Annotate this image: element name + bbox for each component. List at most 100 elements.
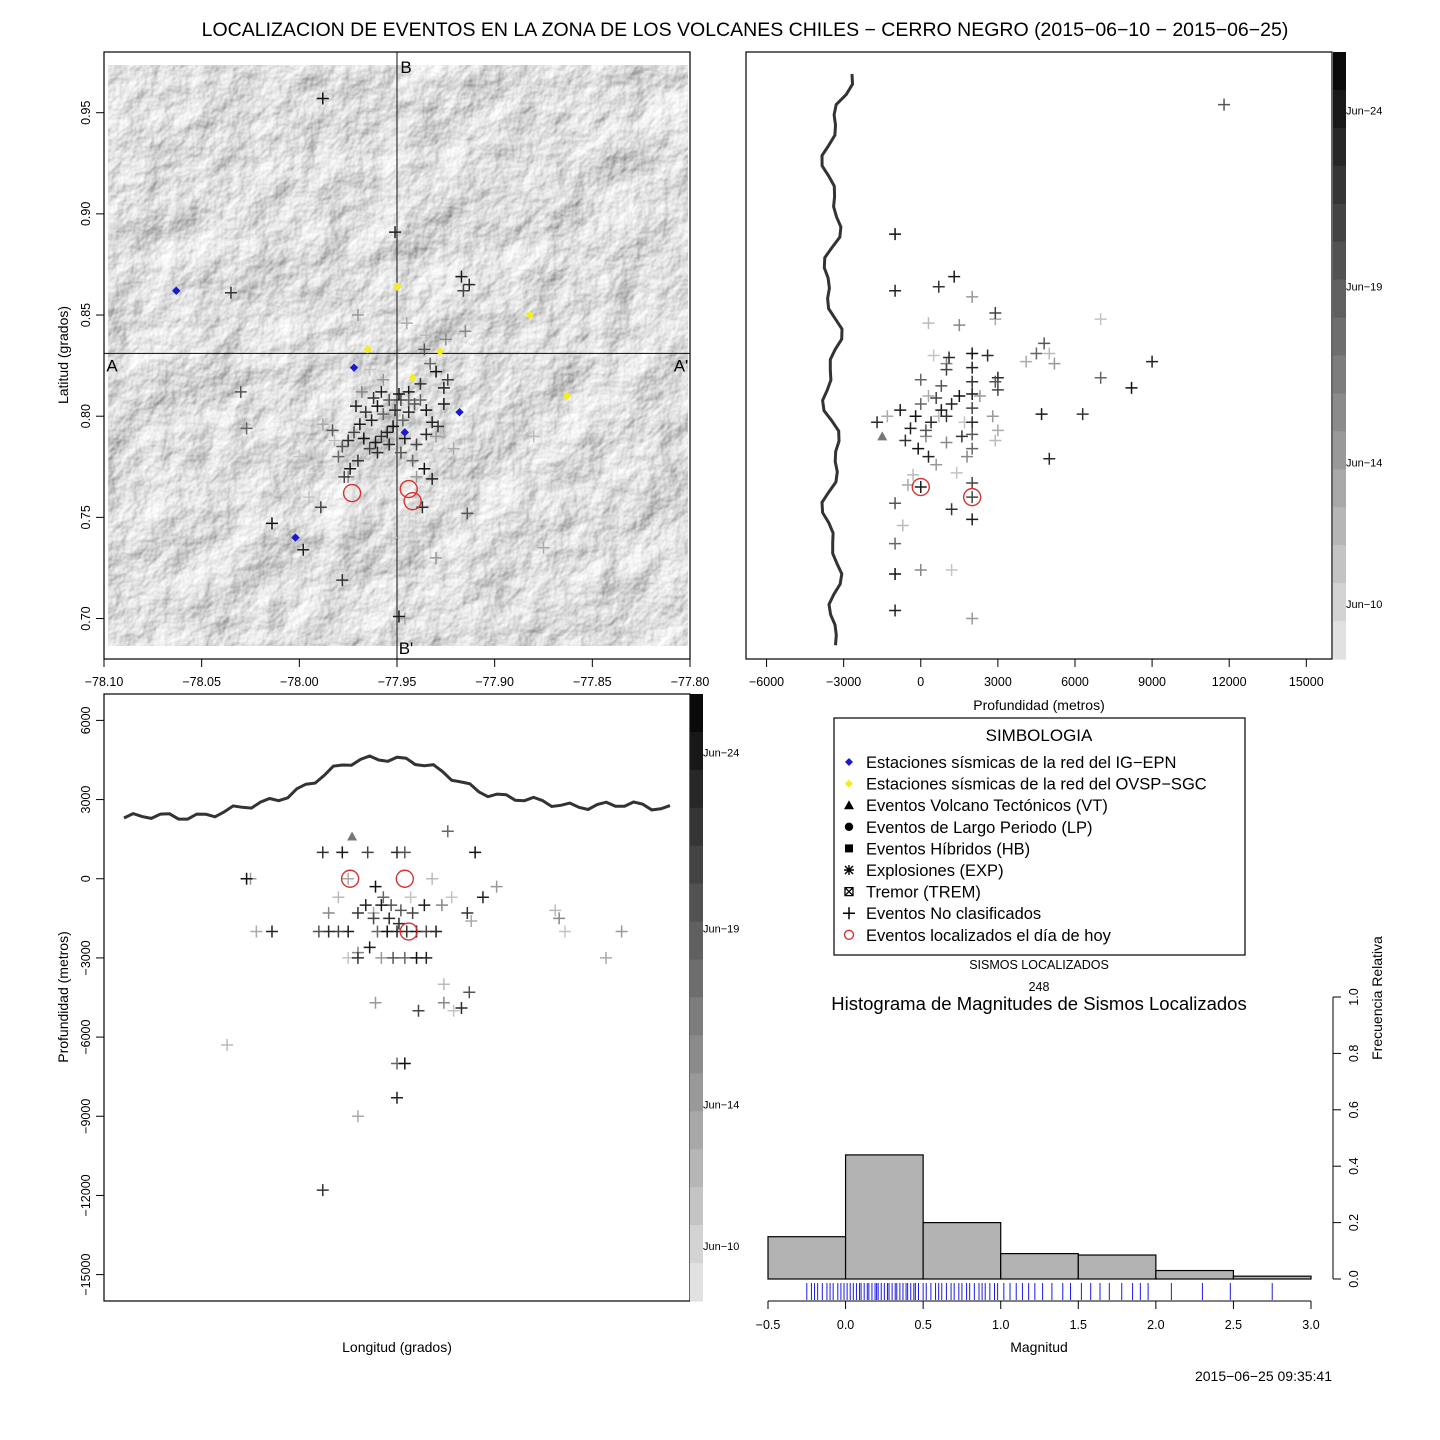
today-event-marker: [399, 922, 418, 941]
event-marker: [359, 899, 372, 912]
event-marker: [371, 400, 384, 413]
event-marker: [1030, 347, 1043, 360]
event-marker: [549, 904, 562, 917]
event-marker: [889, 537, 902, 550]
event-marker: [973, 389, 986, 402]
event-marker: [455, 1002, 468, 1015]
histogram-ytick-label: 0.2: [1347, 1214, 1361, 1231]
event-marker: [943, 351, 956, 364]
ig-station-marker: [400, 428, 410, 437]
event-marker: [490, 880, 503, 893]
event-marker: [966, 416, 979, 429]
depth-colorbar-step: [1333, 165, 1346, 205]
event-marker: [986, 410, 999, 423]
legend-item-label: Estaciones sísmicas de la red del IG−EPN: [866, 754, 1176, 772]
event-marker: [234, 385, 247, 398]
lon-xlabel: Longitud (grados): [342, 1339, 452, 1355]
event-marker: [389, 226, 402, 239]
depth-xtick-label: 6000: [1061, 675, 1089, 689]
event-marker: [940, 363, 953, 376]
lon-colorbar-label: Jun−24: [703, 747, 739, 759]
legend-item-label: Eventos Híbridos (HB): [866, 840, 1030, 858]
event-marker: [955, 430, 968, 443]
event-marker: [361, 846, 374, 859]
event-marker: [357, 432, 370, 445]
event-marker: [465, 914, 478, 927]
event-marker: [383, 912, 396, 925]
event-marker: [435, 899, 448, 912]
event-marker: [953, 389, 966, 402]
histogram-xtick-label: 3.0: [1302, 1318, 1319, 1332]
lon-colorbar-step: [690, 1111, 703, 1150]
event-marker: [250, 925, 263, 938]
event-marker: [461, 907, 474, 920]
lon-ytick-label: −9000: [79, 1099, 93, 1134]
event-marker: [332, 891, 345, 904]
event-marker: [367, 912, 380, 925]
event-marker: [316, 418, 329, 431]
event-marker: [410, 438, 423, 451]
event-marker: [312, 925, 325, 938]
event-marker: [426, 872, 439, 885]
event-marker: [940, 410, 953, 423]
depth-colorbar-label: Jun−19: [1346, 281, 1382, 293]
event-marker: [293, 450, 306, 463]
event-marker: [889, 284, 902, 297]
event-marker: [437, 381, 450, 394]
histogram-ytick-label: 0.6: [1347, 1101, 1361, 1118]
event-marker: [240, 872, 253, 885]
event-marker: [316, 846, 329, 859]
depth-colorbar-label: Jun−14: [1346, 457, 1382, 469]
event-marker: [420, 428, 433, 441]
depth-colorbar-step: [1333, 545, 1346, 584]
histogram-bar: [844, 1154, 924, 1280]
event-marker: [896, 519, 909, 532]
event-marker: [989, 434, 1002, 447]
ovsp-station-icon: [845, 779, 853, 788]
legend-item-label: Estaciones sísmicas de la red del OVSP−S…: [866, 776, 1207, 794]
event-marker: [889, 497, 902, 510]
event-marker: [894, 404, 907, 417]
depth-latitude-panel: −6000 −3000 0 3000 6000 9000 12000 15000 Jun−24 J…: [745, 51, 1382, 713]
event-marker: [457, 284, 470, 297]
event-marker: [363, 363, 376, 376]
lon-colorbar-step: [690, 807, 703, 847]
event-marker: [989, 307, 1002, 320]
event-marker: [398, 1057, 411, 1070]
lon-colorbar-step: [690, 1035, 703, 1074]
event-marker: [394, 904, 407, 917]
event-marker: [927, 349, 940, 362]
event-marker: [940, 436, 953, 449]
event-marker: [344, 462, 357, 475]
event-marker: [322, 907, 335, 920]
lon-ytick-label: 6000: [79, 706, 93, 734]
event-marker: [363, 442, 376, 455]
event-marker: [369, 436, 382, 449]
lon-topography-line: [123, 754, 671, 821]
ig-station-marker: [349, 363, 359, 372]
event-marker: [430, 551, 443, 564]
event-marker: [909, 410, 922, 423]
legend-box: [833, 717, 1246, 956]
event-marker: [981, 349, 994, 362]
depth-colorbar-step: [1333, 89, 1346, 129]
event-marker: [1020, 355, 1033, 368]
event-marker: [945, 398, 958, 411]
event-marker: [455, 270, 468, 283]
event-marker: [414, 377, 427, 390]
lon-ylabel: Profundidad (metros): [55, 931, 71, 1063]
event-marker: [391, 1091, 403, 1104]
ovsp-station-marker: [408, 373, 417, 382]
count-label: SISMOS LOCALIZADOS: [969, 958, 1109, 972]
map-ytick-label: 0.90: [79, 202, 93, 226]
map-ytick-label: 0.70: [79, 606, 93, 630]
event-marker: [930, 458, 943, 471]
event-marker: [224, 286, 237, 299]
event-marker: [351, 907, 364, 920]
histogram-bar: [922, 1221, 1002, 1280]
event-marker: [297, 543, 310, 556]
event-marker: [1048, 357, 1061, 370]
unclassified-plus-icon: [843, 907, 855, 920]
lon-colorbar-step: [690, 1149, 703, 1188]
